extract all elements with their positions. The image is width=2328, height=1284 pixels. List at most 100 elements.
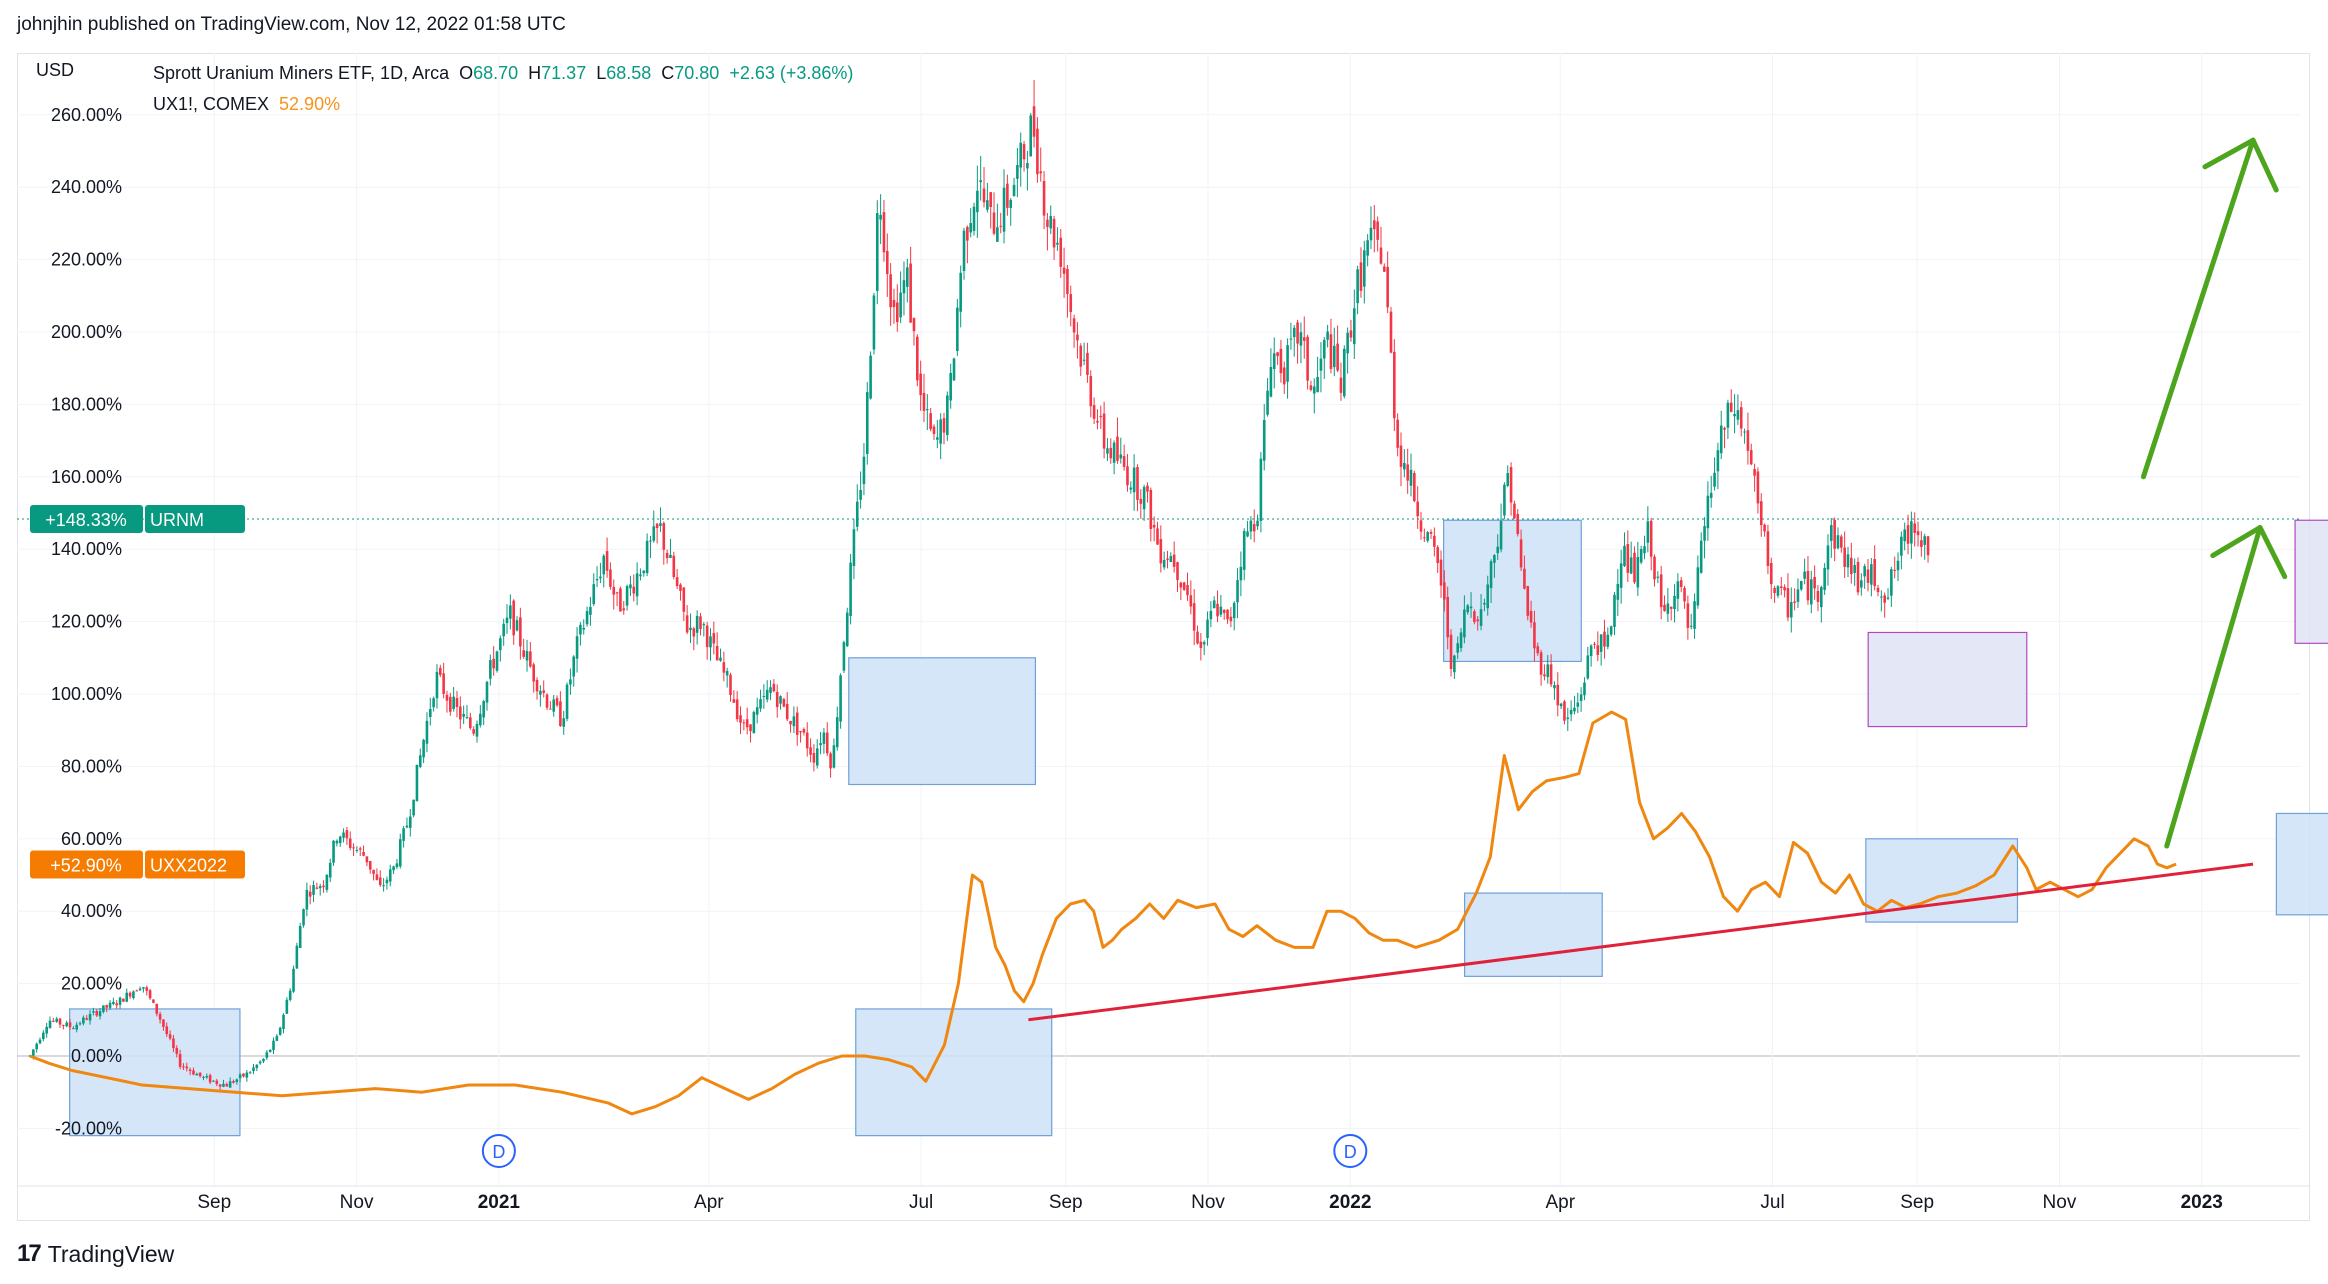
candle-body [572,656,576,677]
uxx-badge-name: UXX2022 [150,856,227,876]
y-tick-label: 60.00% [61,829,122,849]
symbol1-name: Sprott Uranium Miners ETF, 1D, Arca [153,63,450,83]
candle-body [332,840,335,863]
candle-body [632,586,636,594]
candle-body [1039,171,1043,174]
candle-body [865,392,869,454]
candle-body [1513,503,1516,519]
tradingview-logo[interactable]: 17 TradingView [17,1240,174,1268]
candle-body [342,832,345,838]
candle-body [1222,609,1226,613]
candle-body [1793,601,1796,603]
candle-body [622,608,626,611]
y-axis: 260.00% 240.00% 220.00% 200.00% 180.00% 160.0… [51,105,122,1139]
candle-body [1840,536,1843,548]
candle-body [839,675,842,722]
candle-body [889,274,892,308]
x-tick-label: Sep [1900,1192,1934,1213]
y-tick-label: 140.00% [51,539,122,559]
candle-body [1403,462,1406,470]
candle-body [1766,531,1770,567]
candle-body [388,869,392,882]
candle-body [305,889,309,910]
candle-body [1456,643,1460,653]
candle-body [552,699,556,712]
candle-body [479,713,482,726]
candle-body [772,683,776,692]
candle-body [362,851,365,856]
candle-body [899,292,902,318]
candle-body [615,592,619,594]
candle-body [428,709,432,717]
uxx-badge: +52.90% UXX2022 [30,850,245,879]
candle-body [252,1067,255,1072]
candle-body [1689,625,1693,627]
candle-body [212,1080,215,1082]
candle-body [966,226,969,241]
candle-body [1319,358,1323,371]
candle-body [438,667,442,675]
candle-body [122,998,125,1002]
symbol2-legend[interactable]: UX1!, COMEX 52.90% [153,94,350,115]
candle-body [999,225,1003,227]
candle-body [942,418,946,433]
candle-body [549,708,552,710]
urnm-badge-value: +148.33% [45,510,127,530]
candle-body [35,1043,38,1050]
drawings [1028,137,2288,1022]
candle-body [1409,469,1413,486]
candle-body [1373,220,1376,230]
candle-body [1119,454,1123,459]
dividend-marker-label: D [492,1142,505,1162]
candle-body [1022,144,1026,160]
candle-body [1599,634,1603,652]
candle-body [455,697,459,708]
candle-body [208,1075,212,1083]
candle-body [459,706,462,720]
candle-body [1806,570,1810,601]
candle-body [355,849,359,851]
candle-body [1910,521,1913,544]
candle-body [418,755,422,767]
candle-body [1629,557,1633,574]
candle-body [1880,596,1883,598]
candle-body [1049,215,1053,229]
candle-body [1809,579,1813,605]
close-label: C [661,63,675,83]
candle-body [1186,585,1189,596]
candle-body [745,719,749,728]
candle-body [78,1023,82,1025]
candle-body [535,679,539,692]
candle-body [295,945,299,969]
candle-body [542,690,546,693]
candle-body [979,180,982,183]
symbol1-legend[interactable]: Sprott Uranium Miners ETF, 1D, Arca O68.7… [153,63,863,84]
candle-body [365,856,369,863]
candle-body [275,1035,279,1041]
candle-body [1503,484,1506,516]
candle-body [245,1072,249,1078]
candle-body [1526,586,1530,616]
candle-body [956,307,959,352]
candle-body [1006,183,1009,208]
candle-body [1870,564,1873,585]
dividend-marker-label: D [1344,1142,1357,1162]
candle-body [1913,523,1917,533]
candle-body [859,490,862,500]
candle-body [1876,587,1880,593]
candle-body [1786,588,1790,618]
candle-body [1813,576,1816,589]
candle-body [625,586,629,606]
candle-body [1042,180,1046,216]
candle-body [1446,596,1449,638]
candle-body [1179,582,1183,588]
candle-body [892,299,896,308]
candle-body [1776,586,1780,596]
candle-body [412,799,415,816]
candle-body [1352,308,1356,345]
candle-body [1926,536,1930,556]
candle-body [1823,567,1826,590]
candle-body [1549,664,1553,685]
